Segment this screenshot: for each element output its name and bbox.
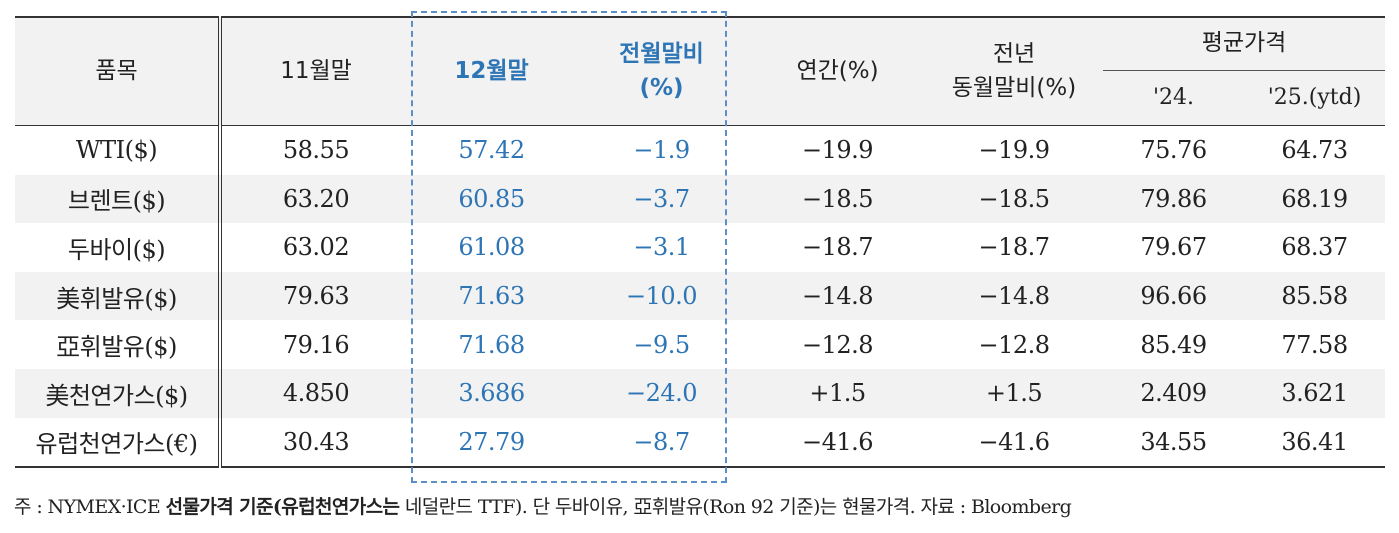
cell-mom: −1.9: [633, 136, 690, 165]
cell-nov: 79.16: [282, 330, 350, 359]
header-dec-end: 12월말: [410, 17, 573, 126]
cell-mom: −3.7: [573, 174, 750, 224]
header-yoy: 전년 동월말비(%): [925, 17, 1103, 126]
cell-annual: −18.5: [750, 174, 925, 224]
cell-avg25: 77.58: [1281, 330, 1348, 359]
cell-nov: 58.55: [282, 136, 350, 165]
header-mom-line2: (%): [639, 74, 684, 101]
header-mom-line1: 전월말비: [619, 41, 704, 68]
cell-annual: −41.6: [750, 417, 925, 469]
row-name: 美휘발유($): [15, 271, 222, 321]
row-name: 亞휘발유($): [15, 320, 222, 369]
cell-avg24: 85.49: [1140, 330, 1207, 359]
cell-nov: 79.63: [220, 271, 410, 321]
cell-avg24: 79.86: [1103, 174, 1244, 224]
row-name: 유럽천연가스(€): [15, 417, 222, 469]
cell-yoy: −18.5: [925, 174, 1103, 224]
header-yoy-line2: 동월말비(%): [951, 74, 1077, 101]
cell-yoy: −14.8: [925, 271, 1103, 321]
cell-avg25: 36.41: [1244, 417, 1386, 469]
footnote-prefix: 주 : NYMEX·ICE: [14, 496, 166, 518]
table-row: 美천연가스($) 4.850 3.686 −24.0 +1.5 +1.5 2.4…: [15, 368, 1386, 418]
row-name: WTI($): [15, 125, 222, 175]
cell-yoy: +1.5: [925, 368, 1103, 418]
cell-mom: −10.0: [573, 271, 750, 321]
cell-avg25: 85.58: [1244, 271, 1386, 321]
cell-mom: −3.1: [633, 233, 690, 262]
cell-annual: −18.7: [801, 233, 874, 262]
row-name: 두바이($): [15, 223, 222, 272]
row-name: 브렌트($): [15, 174, 222, 224]
cell-dec: 61.08: [458, 233, 525, 262]
cell-avg25: 68.37: [1281, 233, 1348, 262]
table-row: 브렌트($) 63.20 60.85 −3.7 −18.5 −18.5 79.8…: [15, 174, 1386, 224]
cell-dec: 71.68: [458, 330, 525, 359]
header-avg-2025: '25.(ytd): [1244, 70, 1386, 126]
cell-avg25: 64.73: [1281, 136, 1348, 165]
cell-nov: 4.850: [220, 368, 410, 418]
cell-yoy: −12.8: [978, 330, 1050, 359]
cell-dec: 60.85: [410, 174, 573, 224]
cell-yoy: −18.7: [978, 233, 1050, 262]
table-row: 두바이($) 63.02 61.08 −3.1 −18.7 −18.7 79.6…: [15, 223, 1385, 272]
cell-yoy: −19.9: [978, 136, 1050, 165]
cell-mom: −8.7: [573, 417, 750, 469]
cell-mom: −9.5: [633, 330, 690, 359]
footnote-bold: 선물가격 기준(유럽천연가스는: [165, 496, 400, 518]
header-yoy-line1: 전년: [992, 41, 1036, 68]
cell-mom: −24.0: [573, 368, 750, 418]
cell-avg24: 34.55: [1103, 417, 1244, 469]
cell-annual: −14.8: [750, 271, 925, 321]
oil-gas-price-table: 품목 11월말 12월말 전월말비 (%) 연간(%) 전년 동월말비(%) 평…: [15, 16, 1386, 469]
cell-annual: −19.9: [801, 136, 874, 165]
table-header: 품목 11월말 12월말 전월말비 (%) 연간(%) 전년 동월말비(%) 평…: [15, 17, 1386, 126]
cell-avg25: 3.621: [1244, 368, 1386, 418]
table-row: WTI($) 58.55 57.42 −1.9 −19.9 −19.9 75.7…: [15, 125, 1385, 175]
cell-yoy: −41.6: [925, 417, 1103, 469]
header-nov-end: 11월말: [220, 17, 410, 126]
footnote-rest: 네덜란드 TTF). 단 두바이유, 亞휘발유(Ron 92 기준)는 현물가격…: [399, 496, 1072, 518]
cell-avg24: 96.66: [1103, 271, 1244, 321]
cell-dec: 3.686: [410, 368, 573, 418]
cell-nov: 63.20: [220, 174, 410, 224]
cell-avg24: 2.409: [1103, 368, 1244, 418]
header-mom: 전월말비 (%): [573, 17, 750, 126]
footnote: 주 : NYMEX·ICE 선물가격 기준(유럽천연가스는 네덜란드 TTF).…: [14, 492, 1072, 519]
header-avg-price: 평균가격: [1103, 17, 1386, 71]
cell-dec: 57.42: [458, 136, 525, 165]
cell-dec: 71.63: [410, 271, 573, 321]
row-name: 美천연가스($): [15, 368, 222, 418]
header-annual: 연간(%): [750, 17, 925, 126]
table-row: 亞휘발유($) 79.16 71.68 −9.5 −12.8 −12.8 85.…: [15, 320, 1385, 369]
cell-annual: −12.8: [801, 330, 874, 359]
cell-avg25: 68.19: [1244, 174, 1386, 224]
table-row: 美휘발유($) 79.63 71.63 −10.0 −14.8 −14.8 96…: [15, 271, 1386, 321]
table-row: 유럽천연가스(€) 30.43 27.79 −8.7 −41.6 −41.6 3…: [15, 417, 1386, 469]
header-item: 품목: [15, 17, 222, 126]
cell-avg24: 75.76: [1140, 136, 1207, 165]
table-body: WTI($) 58.55 57.42 −1.9 −19.9 −19.9 75.7…: [15, 125, 1386, 469]
cell-dec: 27.79: [410, 417, 573, 469]
header-avg-2024: '24.: [1103, 70, 1244, 126]
cell-annual: +1.5: [750, 368, 925, 418]
cell-nov: 30.43: [220, 417, 410, 469]
cell-avg24: 79.67: [1140, 233, 1207, 262]
cell-nov: 63.02: [282, 233, 350, 262]
